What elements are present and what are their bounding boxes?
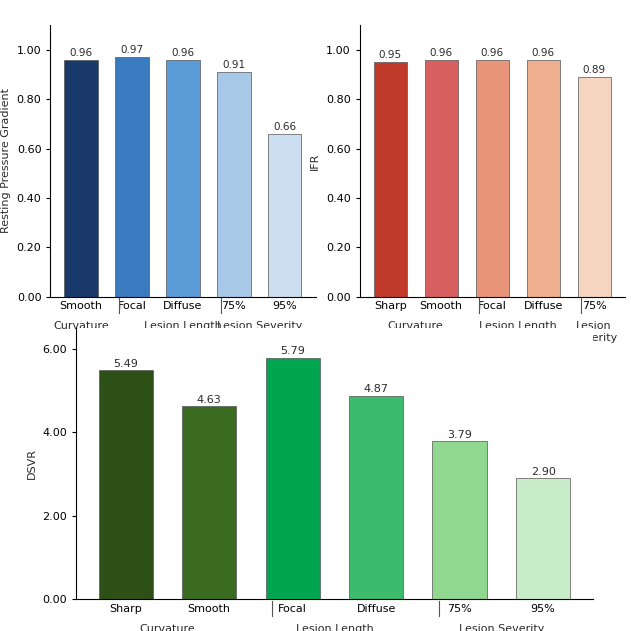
Text: 0.89: 0.89 [582, 65, 606, 75]
Text: Curvature: Curvature [388, 321, 444, 331]
Bar [218, 72, 251, 297]
Y-axis label: Resting Pressure Gradient: Resting Pressure Gradient [1, 88, 11, 233]
Bar [432, 441, 487, 599]
Bar [167, 60, 199, 297]
Text: 0.97: 0.97 [121, 45, 144, 56]
Bar [266, 358, 320, 599]
Bar [268, 134, 302, 297]
Bar [182, 406, 237, 599]
Text: Lesion Length: Lesion Length [295, 624, 374, 631]
Text: 4.87: 4.87 [363, 384, 389, 394]
Bar [374, 62, 407, 297]
Y-axis label: DSVR: DSVR [27, 448, 37, 480]
Text: 0.96: 0.96 [531, 48, 555, 58]
Text: Lesion Length: Lesion Length [144, 321, 222, 331]
Text: 0.96: 0.96 [69, 48, 93, 58]
Bar [516, 478, 570, 599]
Bar [425, 60, 457, 297]
Bar [476, 60, 509, 297]
Text: 3.79: 3.79 [447, 430, 472, 440]
Bar [64, 60, 98, 297]
Text: 5.79: 5.79 [280, 346, 305, 356]
Text: 5.49: 5.49 [114, 358, 138, 369]
Bar [577, 77, 611, 297]
Text: 2.90: 2.90 [531, 467, 555, 477]
Bar [115, 57, 148, 297]
Text: 0.96: 0.96 [172, 48, 194, 58]
Text: Curvature: Curvature [139, 624, 196, 631]
Text: Lesion Severity: Lesion Severity [217, 321, 302, 331]
Text: Lesion
Severity: Lesion Severity [571, 321, 617, 343]
Text: 0.91: 0.91 [222, 60, 245, 70]
Text: Curvature: Curvature [53, 321, 109, 331]
Text: 0.66: 0.66 [273, 122, 297, 132]
Text: Lesion Length: Lesion Length [479, 321, 557, 331]
Bar [349, 396, 403, 599]
Text: 0.96: 0.96 [430, 48, 453, 58]
Bar [98, 370, 153, 599]
Text: 0.95: 0.95 [379, 50, 402, 61]
Text: 0.96: 0.96 [481, 48, 504, 58]
Text: 4.63: 4.63 [197, 394, 221, 404]
Bar [527, 60, 560, 297]
Text: Lesion Severity: Lesion Severity [459, 624, 544, 631]
Y-axis label: IFR: IFR [310, 152, 321, 170]
